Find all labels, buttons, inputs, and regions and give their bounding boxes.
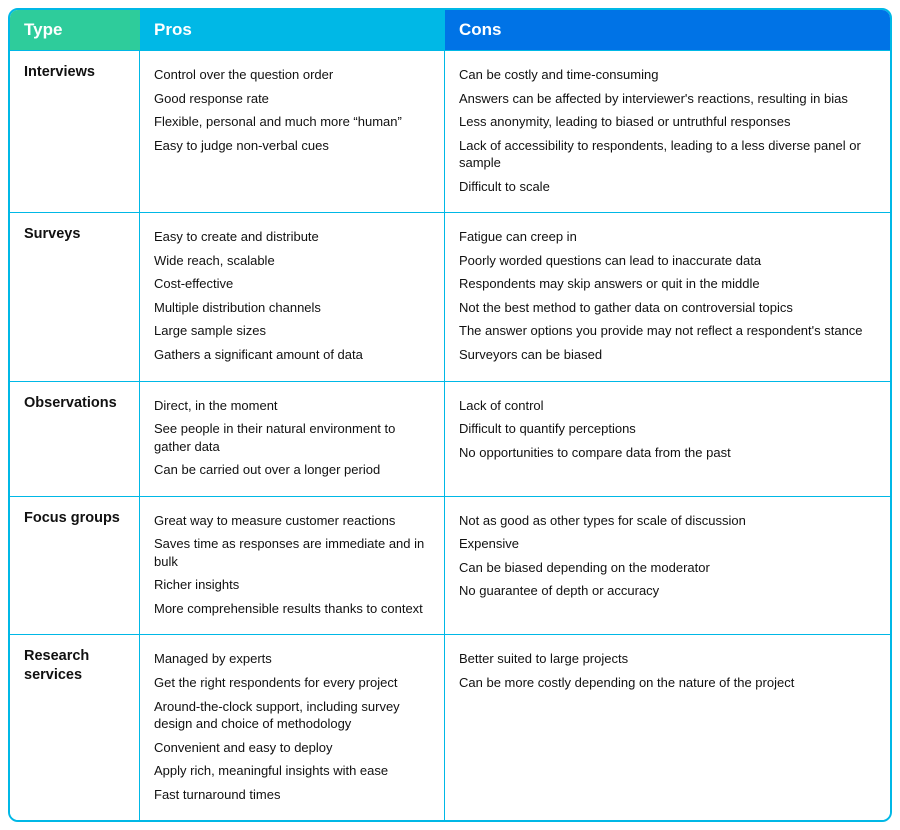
cons-item: No opportunities to compare data from th… — [459, 441, 876, 465]
cons-item: Respondents may skip answers or quit in … — [459, 272, 876, 296]
pros-item: Fast turnaround times — [154, 783, 430, 807]
table-row: Focus groupsGreat way to measure custome… — [10, 496, 890, 635]
pros-item: Easy to judge non-verbal cues — [154, 134, 430, 158]
cons-item: Not the best method to gather data on co… — [459, 296, 876, 320]
cons-item: Can be biased depending on the moderator — [459, 556, 876, 580]
pros-cell: Direct, in the momentSee people in their… — [140, 381, 445, 496]
pros-cell: Easy to create and distributeWide reach,… — [140, 212, 445, 380]
table-body: InterviewsControl over the question orde… — [10, 50, 890, 820]
cons-item: Lack of accessibility to respondents, le… — [459, 134, 876, 175]
header-cons: Cons — [445, 10, 890, 50]
pros-item: Richer insights — [154, 573, 430, 597]
cons-item: Answers can be affected by interviewer's… — [459, 87, 876, 111]
type-cell: Observations — [10, 381, 140, 496]
cons-cell: Better suited to large projectsCan be mo… — [445, 634, 890, 820]
pros-item: Flexible, personal and much more “human” — [154, 110, 430, 134]
cons-item: Difficult to quantify perceptions — [459, 417, 876, 441]
pros-item: Easy to create and distribute — [154, 225, 430, 249]
cons-item: Not as good as other types for scale of … — [459, 509, 876, 533]
cons-item: Fatigue can creep in — [459, 225, 876, 249]
cons-item: Lack of control — [459, 394, 876, 418]
header-type: Type — [10, 10, 140, 50]
pros-item: Direct, in the moment — [154, 394, 430, 418]
pros-item: Great way to measure customer reactions — [154, 509, 430, 533]
pros-item: See people in their natural environment … — [154, 417, 430, 458]
pros-item: Around-the-clock support, including surv… — [154, 695, 430, 736]
pros-item: Control over the question order — [154, 63, 430, 87]
cons-cell: Can be costly and time-consumingAnswers … — [445, 50, 890, 212]
type-cell: Research services — [10, 634, 140, 820]
pros-item: More comprehensible results thanks to co… — [154, 597, 430, 621]
table-row: ObservationsDirect, in the momentSee peo… — [10, 381, 890, 496]
cons-cell: Fatigue can creep inPoorly worded questi… — [445, 212, 890, 380]
pros-item: Managed by experts — [154, 647, 430, 671]
cons-item: Can be more costly depending on the natu… — [459, 671, 876, 695]
pros-cell: Control over the question orderGood resp… — [140, 50, 445, 212]
cons-item: Poorly worded questions can lead to inac… — [459, 249, 876, 273]
type-cell: Focus groups — [10, 496, 140, 635]
cons-item: No guarantee of depth or accuracy — [459, 579, 876, 603]
cons-item: Less anonymity, leading to biased or unt… — [459, 110, 876, 134]
research-methods-table: Type Pros Cons InterviewsControl over th… — [8, 8, 892, 822]
pros-item: Can be carried out over a longer period — [154, 458, 430, 482]
cons-item: The answer options you provide may not r… — [459, 319, 876, 343]
pros-item: Apply rich, meaningful insights with eas… — [154, 759, 430, 783]
table-row: SurveysEasy to create and distributeWide… — [10, 212, 890, 380]
pros-item: Wide reach, scalable — [154, 249, 430, 273]
cons-cell: Not as good as other types for scale of … — [445, 496, 890, 635]
table-row: Research servicesManaged by expertsGet t… — [10, 634, 890, 820]
type-cell: Surveys — [10, 212, 140, 380]
pros-item: Convenient and easy to deploy — [154, 736, 430, 760]
cons-item: Expensive — [459, 532, 876, 556]
pros-item: Saves time as responses are immediate an… — [154, 532, 430, 573]
table-header-row: Type Pros Cons — [10, 10, 890, 50]
pros-item: Gathers a significant amount of data — [154, 343, 430, 367]
pros-item: Get the right respondents for every proj… — [154, 671, 430, 695]
pros-item: Cost-effective — [154, 272, 430, 296]
header-pros: Pros — [140, 10, 445, 50]
pros-cell: Great way to measure customer reactionsS… — [140, 496, 445, 635]
pros-item: Large sample sizes — [154, 319, 430, 343]
cons-item: Can be costly and time-consuming — [459, 63, 876, 87]
table-row: InterviewsControl over the question orde… — [10, 50, 890, 212]
cons-item: Better suited to large projects — [459, 647, 876, 671]
pros-cell: Managed by expertsGet the right responde… — [140, 634, 445, 820]
cons-item: Difficult to scale — [459, 175, 876, 199]
pros-item: Multiple distribution channels — [154, 296, 430, 320]
pros-item: Good response rate — [154, 87, 430, 111]
cons-cell: Lack of controlDifficult to quantify per… — [445, 381, 890, 496]
type-cell: Interviews — [10, 50, 140, 212]
cons-item: Surveyors can be biased — [459, 343, 876, 367]
